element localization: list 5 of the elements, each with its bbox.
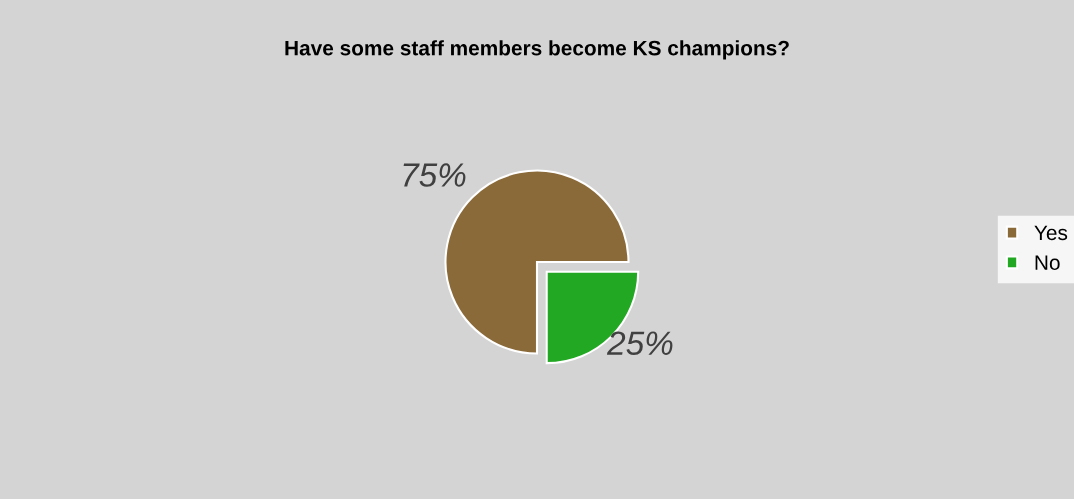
data-label: 75%	[403, 163, 466, 187]
chart-title: Have some staff members become KS champions?	[285, 40, 789, 60]
data-label: 25%	[606, 331, 673, 356]
legend-label: No	[1035, 255, 1060, 271]
legend-label: Yes	[1034, 225, 1068, 241]
